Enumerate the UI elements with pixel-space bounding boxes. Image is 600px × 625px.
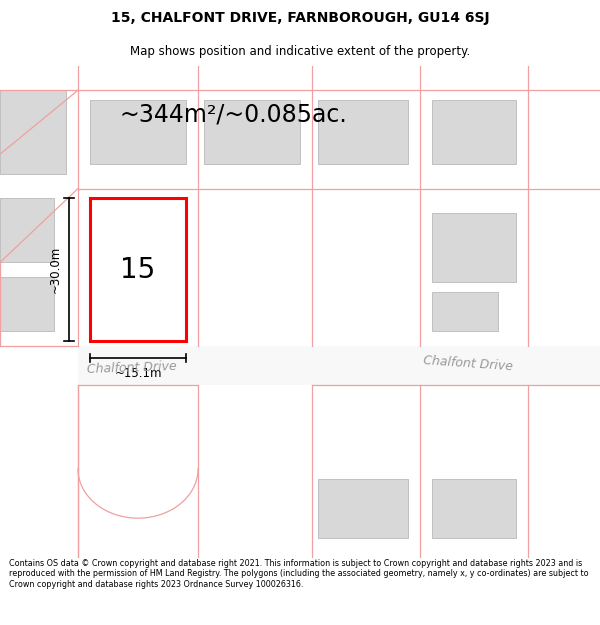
Text: 15, CHALFONT DRIVE, FARNBOROUGH, GU14 6SJ: 15, CHALFONT DRIVE, FARNBOROUGH, GU14 6S… — [110, 11, 490, 26]
Text: 15: 15 — [121, 256, 155, 284]
Bar — [204, 100, 300, 164]
Text: Contains OS data © Crown copyright and database right 2021. This information is : Contains OS data © Crown copyright and d… — [9, 559, 589, 589]
Bar — [90, 198, 186, 341]
Bar — [318, 100, 408, 164]
Bar — [432, 100, 516, 164]
Bar — [90, 100, 186, 164]
Bar — [432, 292, 498, 331]
Polygon shape — [78, 346, 600, 386]
Text: ~344m²/~0.085ac.: ~344m²/~0.085ac. — [120, 102, 348, 127]
Bar — [0, 277, 54, 331]
Text: Chalfont Drive: Chalfont Drive — [423, 354, 513, 373]
Text: Map shows position and indicative extent of the property.: Map shows position and indicative extent… — [130, 45, 470, 58]
Bar — [432, 213, 516, 282]
Bar — [0, 90, 66, 174]
Bar — [318, 479, 408, 538]
Bar — [432, 479, 516, 538]
Text: ~30.0m: ~30.0m — [49, 246, 62, 293]
Bar — [0, 198, 54, 262]
Text: Chalfont Drive: Chalfont Drive — [87, 360, 177, 376]
Text: ~15.1m: ~15.1m — [114, 367, 162, 380]
